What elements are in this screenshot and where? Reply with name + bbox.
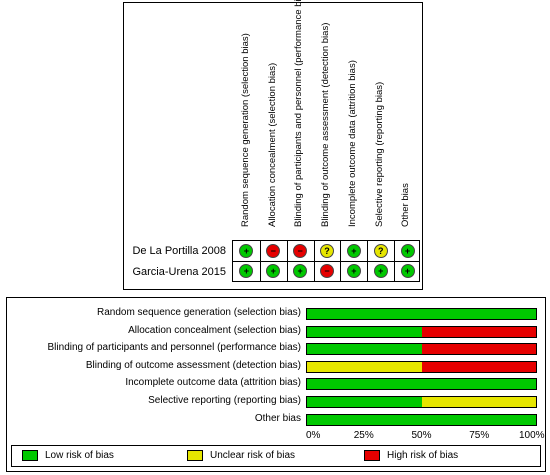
legend-label-unclear: Unclear risk of bias bbox=[210, 450, 296, 461]
bar-track bbox=[306, 360, 537, 373]
bar-track bbox=[306, 325, 537, 338]
bar-category-label: Selective reporting (reporting bias) bbox=[148, 395, 301, 406]
legend: Low risk of bias Unclear risk of bias Hi… bbox=[11, 445, 541, 467]
domain-header-5: Selective reporting (reporting bias) bbox=[372, 9, 388, 239]
bar-track bbox=[306, 413, 537, 426]
bar-segment-low bbox=[307, 326, 422, 337]
domain-header-label: Other bias bbox=[400, 183, 412, 227]
bar-segment-low bbox=[307, 344, 422, 355]
bar-category-label: Allocation concealment (selection bias) bbox=[128, 324, 301, 336]
domain-header-2: Blinding of participants and personnel (… bbox=[291, 0, 307, 239]
judgement-low-icon: + bbox=[400, 264, 415, 278]
x-tick-label: 100% bbox=[519, 430, 545, 441]
bar-segment-low bbox=[307, 414, 536, 425]
domain-header-1: Allocation concealment (selection bias) bbox=[265, 9, 281, 239]
judgement-low-icon: + bbox=[346, 264, 361, 278]
bar-track bbox=[306, 308, 537, 320]
domain-header-4: Incomplete outcome data (attrition bias) bbox=[345, 9, 361, 239]
legend-label-low: Low risk of bias bbox=[45, 450, 114, 461]
domain-header-3: Blinding of outcome assessment (detectio… bbox=[318, 9, 334, 239]
judgement-low-icon: + bbox=[373, 264, 388, 278]
domain-header-label: Blinding of outcome assessment (detectio… bbox=[320, 22, 332, 227]
domain-header-label: Random sequence generation (selection bi… bbox=[240, 33, 251, 227]
legend-swatch-unclear bbox=[187, 450, 203, 461]
grid-divider bbox=[233, 261, 419, 262]
bar-segment-high bbox=[421, 344, 536, 355]
judgement-low-icon: + bbox=[400, 244, 415, 258]
x-tick-label: 0% bbox=[306, 430, 321, 441]
judgement-high-icon: − bbox=[320, 264, 334, 278]
study-label-1: Garcia-Urena 2015 bbox=[132, 266, 226, 278]
judgement-low-icon: + bbox=[346, 244, 361, 258]
study-label-0: De La Portilla 2008 bbox=[132, 245, 226, 257]
legend-swatch-low bbox=[22, 450, 38, 461]
x-tick-label: 50% bbox=[411, 430, 432, 441]
bar-category-label: Incomplete outcome data (attrition bias) bbox=[125, 377, 301, 389]
x-tick-label: 75% bbox=[469, 430, 490, 441]
legend-swatch-high bbox=[364, 450, 380, 461]
judgement-low-icon: + bbox=[239, 244, 254, 258]
bar-track bbox=[306, 378, 537, 391]
bar-segment-high bbox=[421, 326, 536, 337]
domain-header-label: Selective reporting (reporting bias) bbox=[373, 81, 385, 227]
judgement-high-icon: − bbox=[266, 244, 281, 258]
bar-segment-low bbox=[307, 397, 422, 407]
bar-segment-high bbox=[421, 361, 536, 372]
judgement-unclear-icon: ? bbox=[373, 244, 388, 258]
bar-segment-unclear bbox=[421, 397, 536, 407]
x-tick-label: 25% bbox=[353, 430, 374, 441]
bar-segment-unclear bbox=[307, 361, 422, 372]
judgement-low-icon: + bbox=[239, 264, 254, 278]
bar-segment-low bbox=[307, 379, 536, 390]
bar-category-label: Random sequence generation (selection bi… bbox=[96, 307, 301, 318]
risk-of-bias-summary-grid: + − −? +? + + + + − + + + bbox=[232, 240, 420, 282]
bar-category-label: Blinding of outcome assessment (detectio… bbox=[85, 359, 301, 371]
bar-category-label: Blinding of participants and personnel (… bbox=[47, 342, 301, 354]
judgement-low-icon: + bbox=[266, 264, 281, 278]
domain-header-0: Random sequence generation (selection bi… bbox=[238, 9, 254, 239]
judgement-high-icon: − bbox=[293, 244, 308, 258]
bar-track bbox=[306, 343, 537, 356]
judgement-low-icon: + bbox=[293, 264, 308, 278]
bar-category-label: Other bias bbox=[254, 412, 301, 424]
domain-header-label: Incomplete outcome data (attrition bias) bbox=[346, 60, 358, 227]
legend-label-high: High risk of bias bbox=[387, 450, 459, 461]
bar-track bbox=[306, 396, 537, 408]
domain-header-label: Allocation concealment (selection bias) bbox=[266, 62, 278, 227]
bar-segment-low bbox=[307, 309, 536, 319]
domain-header-6: Other bias bbox=[398, 9, 414, 239]
judgement-unclear-icon: ? bbox=[320, 244, 334, 258]
risk-of-bias-summary-panel: Random sequence generation (selection bi… bbox=[123, 0, 423, 290]
risk-of-bias-graph-panel: Random sequence generation (selection bi… bbox=[6, 297, 546, 472]
domain-header-label: Blinding of participants and personnel (… bbox=[293, 0, 305, 227]
